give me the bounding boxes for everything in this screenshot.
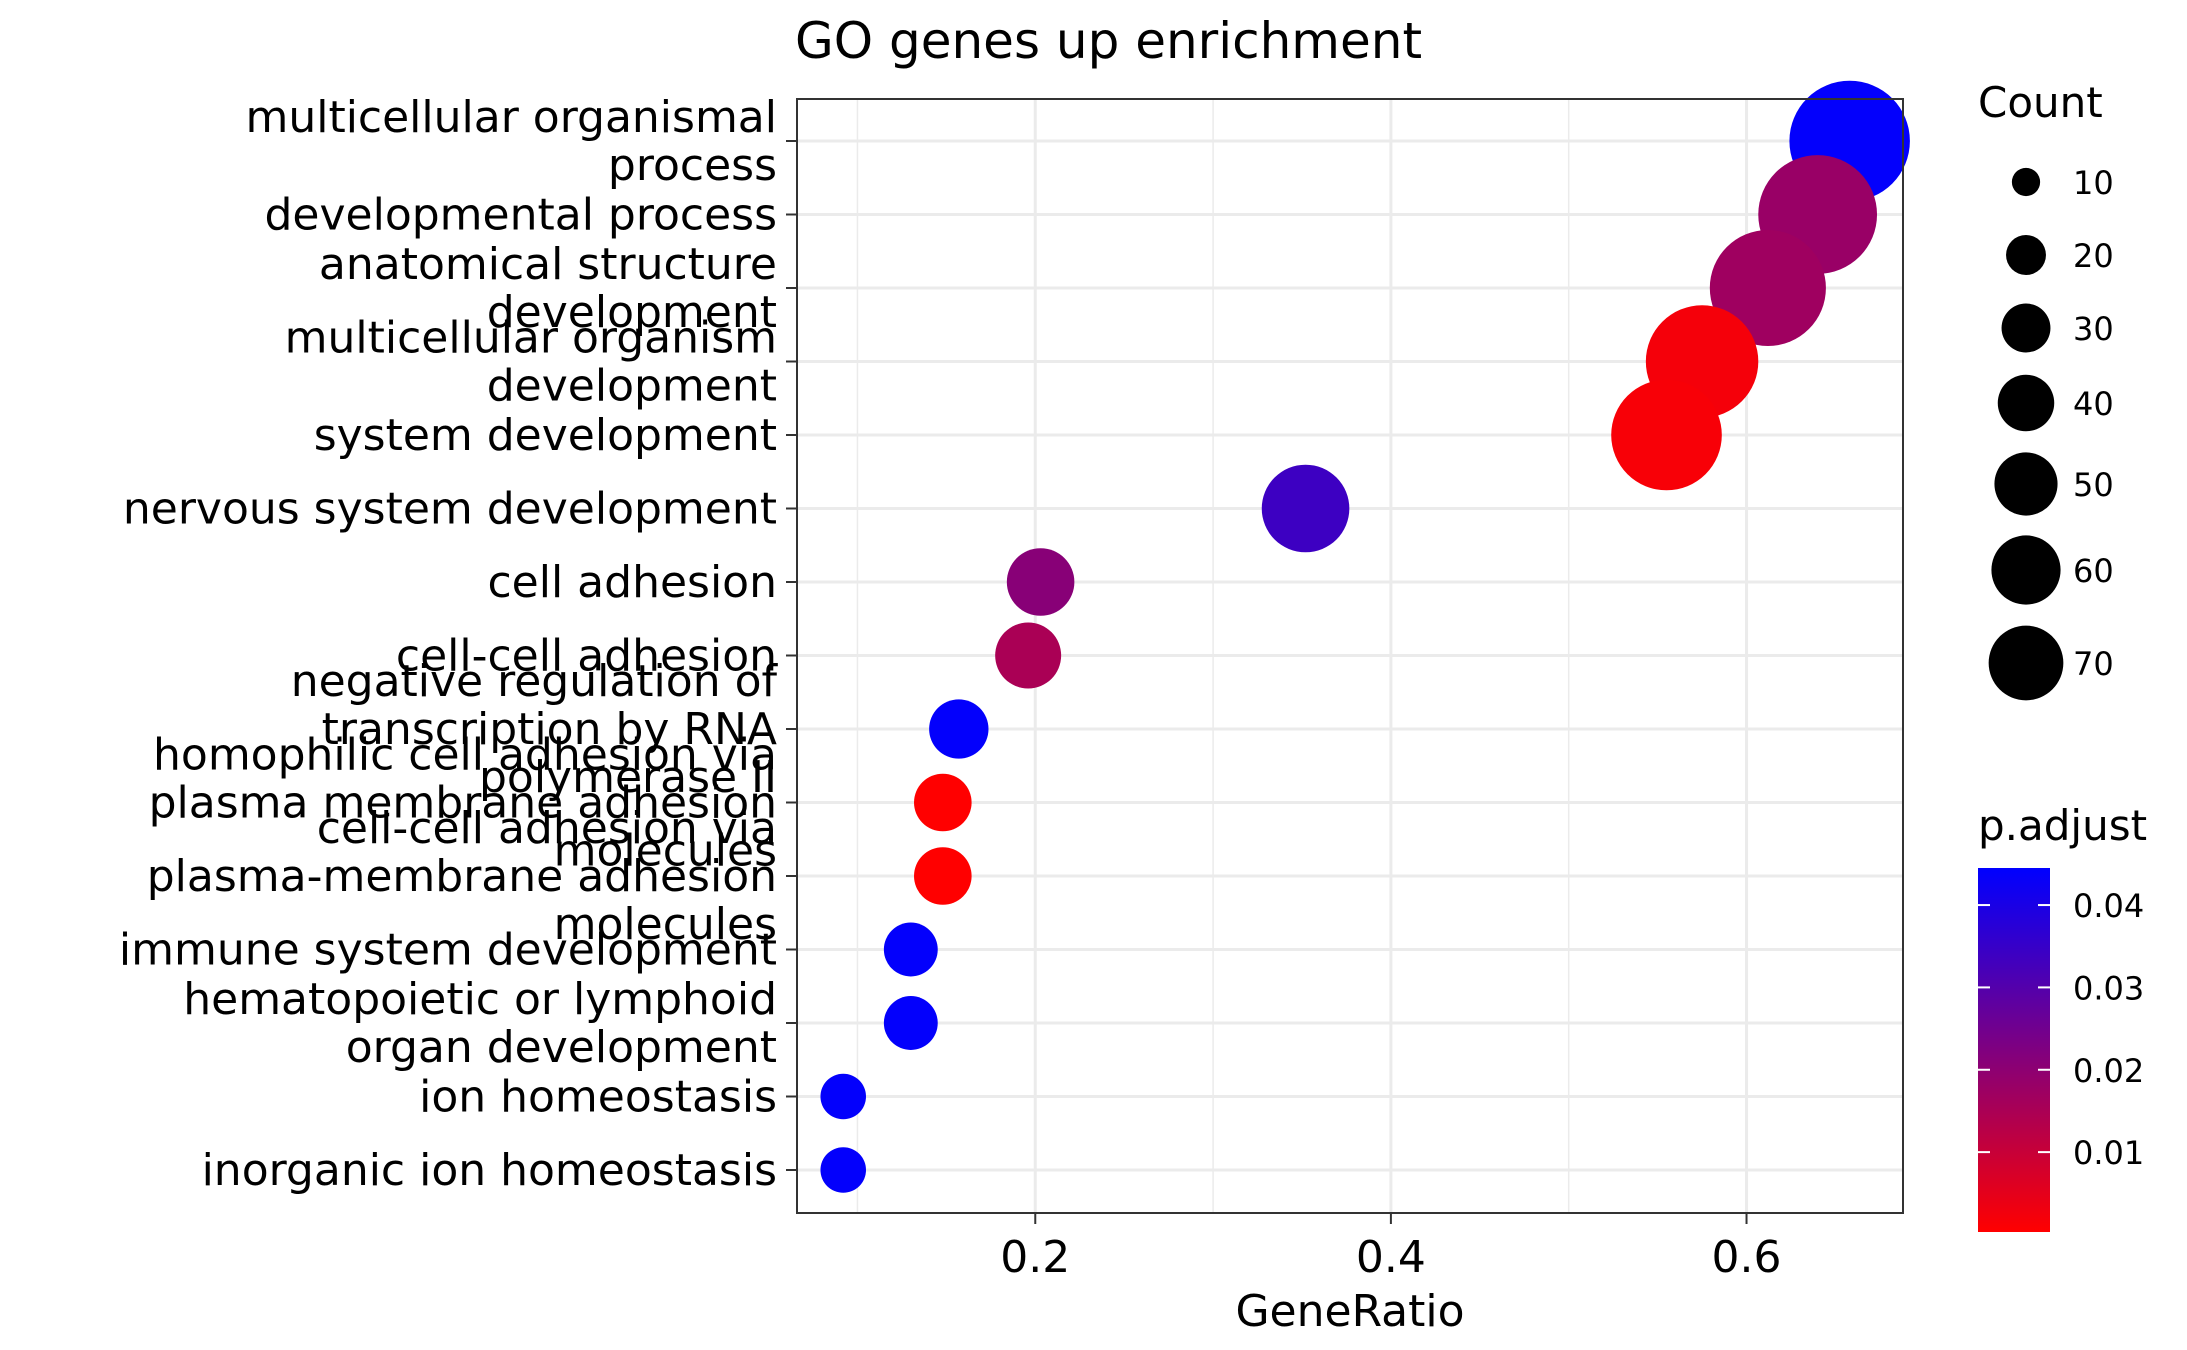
- size-legend-label: 30: [2073, 310, 2114, 348]
- x-axis-title: GeneRatio: [1235, 1286, 1464, 1337]
- data-point: [1261, 464, 1350, 553]
- color-bar: [1978, 868, 2050, 1232]
- data-point: [883, 922, 938, 977]
- size-legend-label: 70: [2073, 645, 2114, 683]
- y-tick-label: hematopoietic or lymphoid organ developme…: [183, 974, 777, 1073]
- y-tick-label: system development: [314, 410, 777, 461]
- y-tick-label: negative regulation of transcription by R…: [291, 656, 779, 803]
- x-tick-label: 0.4: [1356, 1232, 1426, 1283]
- data-points: [820, 80, 1910, 1193]
- y-tick-label: multicellular organism development: [285, 313, 777, 412]
- x-tick-label: 0.6: [1712, 1232, 1782, 1283]
- x-tick-label: 0.2: [1000, 1232, 1070, 1283]
- size-legend-title: Count: [1978, 78, 2103, 127]
- y-tick-label: homophilic cell adhesion via plasma membr…: [149, 730, 777, 877]
- color-legend: p.adjust 0.01 0.02 0.03 0.04: [1978, 801, 2147, 1232]
- size-legend-label: 60: [2073, 552, 2114, 590]
- size-legend-key: [1988, 625, 2064, 701]
- size-legend-key: [2001, 303, 2051, 353]
- color-legend-label: 0.02: [2073, 1052, 2144, 1090]
- color-legend-title: p.adjust: [1978, 801, 2147, 850]
- y-tick-label: developmental process: [264, 190, 777, 241]
- data-point: [1006, 548, 1075, 616]
- data-point: [1611, 379, 1722, 491]
- data-point: [929, 699, 989, 759]
- data-point: [914, 847, 972, 905]
- color-legend-label: 0.03: [2073, 969, 2144, 1007]
- size-legend-key: [1991, 535, 2061, 605]
- size-legend-key: [2006, 235, 2046, 275]
- size-legend-label: 40: [2073, 385, 2114, 423]
- color-legend-label: 0.01: [2073, 1134, 2144, 1172]
- y-tick-label: cell adhesion: [487, 557, 777, 608]
- size-legend-key: [1997, 374, 2055, 432]
- y-tick-label: immune system development: [119, 925, 777, 976]
- data-point: [883, 996, 938, 1050]
- plot-panel: [796, 80, 1910, 1214]
- y-tick-label: cell-cell adhesion via plasma-membrane ad…: [147, 803, 777, 950]
- y-tick-label: multicellular organismal process: [245, 92, 777, 191]
- y-tick-label: inorganic ion homeostasis: [202, 1145, 777, 1196]
- size-legend: Count 10 20 30 40 50 60 70: [1978, 78, 2114, 701]
- data-point: [914, 773, 972, 832]
- size-legend-key: [2011, 167, 2041, 197]
- chart-title: GO genes up enrichment: [795, 12, 1422, 70]
- y-axis: multicellular organismal processdevelopme…: [119, 92, 797, 1196]
- data-point: [820, 1147, 866, 1193]
- data-point: [820, 1073, 866, 1120]
- size-legend-key: [1994, 452, 2058, 516]
- y-tick-label: nervous system development: [123, 484, 777, 535]
- size-legend-label: 50: [2073, 466, 2114, 504]
- size-legend-label: 20: [2073, 237, 2114, 275]
- size-legend-label: 10: [2073, 164, 2114, 202]
- color-legend-label: 0.04: [2073, 887, 2144, 925]
- y-tick-label: cell-cell adhesion: [396, 631, 777, 682]
- y-tick-label: ion homeostasis: [419, 1072, 777, 1123]
- data-point: [995, 622, 1062, 689]
- y-tick-label: anatomical structure development: [319, 239, 777, 338]
- data-point: [1709, 229, 1826, 347]
- x-axis: 0.2 0.4 0.6: [1000, 1213, 1782, 1283]
